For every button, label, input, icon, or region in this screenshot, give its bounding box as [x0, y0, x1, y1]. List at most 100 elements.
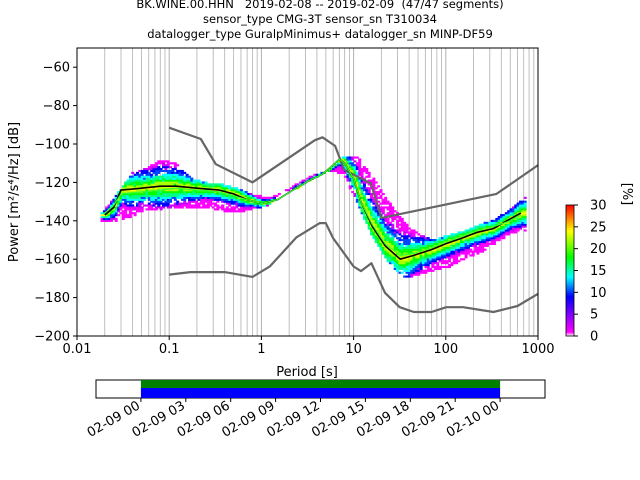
heatmap-cell	[135, 181, 139, 184]
heatmap-cell	[176, 206, 180, 209]
heatmap-cell	[180, 181, 184, 184]
heatmap-cell	[221, 208, 225, 211]
heatmap-cell	[481, 235, 485, 238]
heatmap-cell	[128, 216, 132, 219]
heatmap-cell	[254, 204, 258, 207]
heatmap-cell	[407, 244, 411, 247]
heatmap-cell	[492, 242, 496, 245]
heatmap-cell	[145, 185, 149, 188]
heatmap-cell	[476, 225, 480, 228]
heatmap-cell	[256, 204, 260, 207]
heatmap-cell	[370, 210, 373, 213]
heatmap-cell	[240, 200, 243, 203]
heatmap-cell	[157, 169, 161, 173]
heatmap-cell	[159, 200, 163, 203]
heatmap-cell	[436, 250, 440, 253]
heatmap-cell	[195, 185, 199, 188]
heatmap-cell	[448, 248, 452, 251]
heatmap-cell	[488, 239, 492, 242]
heatmap-cell	[230, 191, 234, 194]
heatmap-cell	[474, 237, 478, 240]
heatmap-cell	[400, 262, 404, 265]
heatmap-cell	[396, 264, 400, 267]
heatmap-cell	[438, 265, 442, 269]
heatmap-cell	[391, 206, 395, 209]
heatmap-cell	[507, 214, 511, 217]
heatmap-cell	[294, 185, 298, 188]
heatmap-cell	[384, 196, 388, 199]
heatmap-cell	[424, 262, 428, 265]
heatmap-cell	[433, 252, 437, 255]
heatmap-cell	[370, 212, 373, 215]
heatmap-cell	[254, 202, 258, 205]
heatmap-cell	[424, 264, 428, 267]
heatmap-cell	[417, 269, 421, 272]
heatmap-cell	[336, 164, 340, 167]
heatmap-cell	[154, 200, 158, 203]
heatmap-cell	[381, 198, 385, 201]
heatmap-cell	[403, 246, 407, 249]
heatmap-cell	[514, 223, 518, 226]
heatmap-cell	[211, 192, 215, 196]
heatmap-cell	[358, 158, 362, 161]
heatmap-cell	[353, 177, 357, 180]
heatmap-cell	[393, 258, 397, 261]
heatmap-cell	[403, 267, 407, 270]
heatmap-cell	[523, 202, 527, 205]
heatmap-cell	[410, 231, 414, 234]
heatmap-cell	[381, 221, 385, 224]
heatmap-cell	[448, 250, 452, 253]
heatmap-cell	[346, 175, 350, 178]
heatmap-cell	[351, 171, 355, 174]
heatmap-cell	[173, 168, 177, 171]
heatmap-cell	[166, 200, 170, 203]
heatmap-cell	[268, 202, 272, 205]
heatmap-cell	[202, 202, 206, 205]
heatmap-cell	[173, 196, 177, 199]
heatmap-cell	[114, 214, 118, 217]
heatmap-cell	[228, 200, 232, 203]
y-tick-label: −60	[43, 61, 70, 76]
heatmap-cell	[414, 250, 418, 253]
heatmap-cell	[128, 189, 132, 192]
heatmap-cell	[422, 271, 426, 274]
heatmap-cell	[355, 166, 359, 169]
heatmap-cell	[388, 237, 392, 240]
heatmap-cell	[147, 173, 151, 176]
heatmap-cell	[414, 264, 418, 267]
heatmap-cell	[433, 242, 437, 245]
heatmap-cell	[410, 265, 414, 269]
heatmap-cell	[417, 242, 421, 245]
heatmap-cell	[405, 260, 409, 263]
heatmap-cell	[367, 221, 371, 224]
heatmap-cell	[145, 189, 149, 192]
heatmap-cell	[166, 169, 170, 173]
heatmap-cell	[128, 200, 132, 203]
heatmap-cell	[124, 194, 128, 197]
heatmap-cell	[183, 192, 187, 196]
heatmap-cell	[121, 196, 125, 199]
heatmap-cell	[431, 252, 435, 255]
heatmap-cell	[214, 187, 217, 190]
heatmap-cell	[483, 233, 487, 236]
heatmap-cell	[169, 183, 173, 186]
heatmap-cell	[247, 204, 251, 207]
heatmap-cell	[336, 166, 340, 169]
heatmap-cell	[419, 239, 423, 242]
heatmap-cell	[157, 179, 161, 182]
heatmap-cell	[362, 187, 366, 190]
heatmap-cell	[492, 219, 496, 222]
heatmap-cell	[448, 246, 452, 249]
heatmap-cell	[478, 223, 482, 226]
heatmap-cell	[348, 156, 352, 159]
heatmap-cell	[412, 242, 416, 245]
heatmap-cell	[471, 244, 475, 247]
heatmap-cell	[379, 248, 383, 251]
heatmap-cell	[268, 196, 272, 199]
heatmap-cell	[162, 175, 165, 178]
heatmap-cell	[412, 264, 416, 267]
heatmap-cell	[495, 217, 499, 221]
heatmap-cell	[398, 262, 402, 265]
heatmap-cell	[133, 208, 137, 211]
heatmap-cell	[455, 256, 459, 259]
